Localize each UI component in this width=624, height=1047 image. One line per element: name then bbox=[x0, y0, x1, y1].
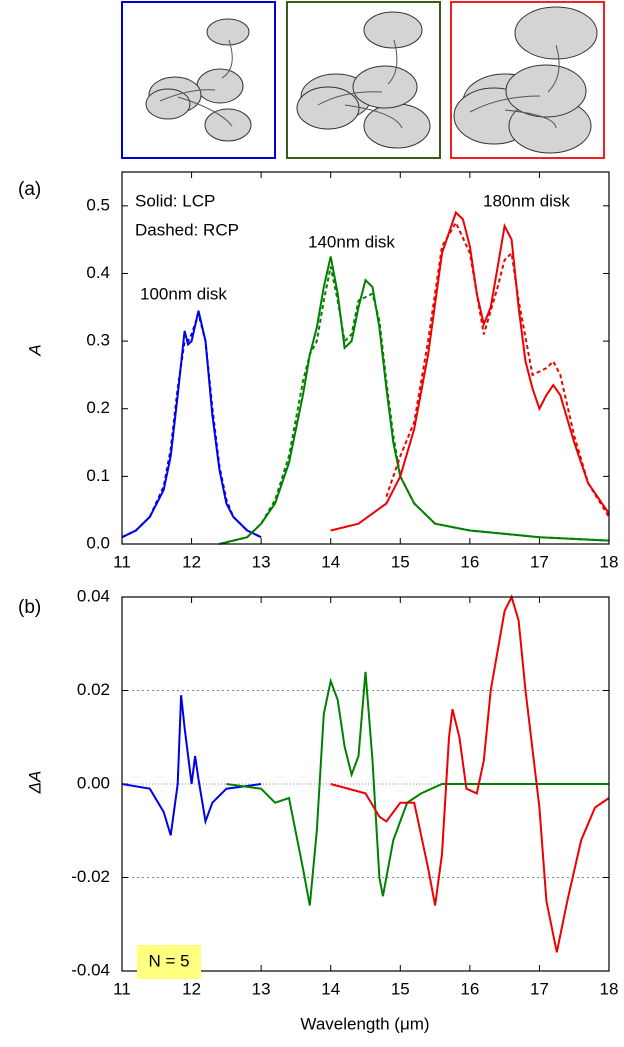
x-tick-label: 17 bbox=[530, 979, 549, 998]
y-tick-label: 0.3 bbox=[86, 331, 110, 350]
series-line bbox=[121, 695, 262, 836]
x-tick-label: 15 bbox=[391, 552, 410, 571]
x-axis-label: Wavelength (μm) bbox=[300, 1014, 429, 1033]
inset-100nm bbox=[121, 1, 276, 159]
x-tick-label: 17 bbox=[530, 552, 549, 571]
series-line bbox=[385, 220, 610, 518]
plot-frame bbox=[121, 596, 610, 972]
inset-140nm bbox=[286, 1, 441, 159]
y-tick-label: -0.04 bbox=[71, 960, 110, 979]
annotation: Dashed: RCP bbox=[135, 220, 239, 239]
y-axis-label: A bbox=[25, 344, 44, 356]
annotation: 100nm disk bbox=[140, 284, 227, 303]
y-tick-label: 0.4 bbox=[86, 263, 110, 282]
x-tick-label: 18 bbox=[600, 979, 619, 998]
panel-label: (a) bbox=[18, 179, 41, 200]
x-tick-label: 14 bbox=[321, 552, 340, 571]
y-tick-label: 0.04 bbox=[77, 586, 110, 605]
annotation-box bbox=[137, 945, 201, 979]
panel-label: (b) bbox=[18, 597, 41, 618]
plot-frame bbox=[121, 171, 610, 545]
series-line bbox=[226, 671, 609, 906]
y-tick-label: 0.02 bbox=[77, 680, 110, 699]
x-tick-label: 13 bbox=[252, 552, 271, 571]
y-tick-label: 0.1 bbox=[86, 466, 110, 485]
series-line bbox=[121, 310, 262, 539]
annotation: 180nm disk bbox=[483, 191, 570, 210]
series-line bbox=[330, 210, 610, 532]
annotation: Solid: LCP bbox=[135, 191, 215, 210]
series-line bbox=[121, 310, 262, 539]
y-tick-label: 0.2 bbox=[86, 398, 110, 417]
x-tick-label: 11 bbox=[113, 979, 131, 998]
x-tick-label: 16 bbox=[460, 979, 479, 998]
y-tick-label: 0.0 bbox=[86, 533, 110, 552]
series-line bbox=[219, 266, 610, 545]
y-tick-label: 0.00 bbox=[77, 773, 110, 792]
y-axis-label: ΔA bbox=[25, 771, 44, 795]
x-tick-label: 15 bbox=[391, 979, 410, 998]
x-tick-label: 13 bbox=[252, 979, 271, 998]
x-tick-label: 14 bbox=[321, 979, 340, 998]
series-line bbox=[219, 256, 610, 545]
annotation: 140nm disk bbox=[308, 232, 395, 251]
x-tick-label: 12 bbox=[182, 979, 201, 998]
series-line bbox=[330, 594, 610, 953]
x-tick-label: 18 bbox=[600, 552, 619, 571]
inset-180nm bbox=[450, 1, 605, 159]
x-tick-label: 16 bbox=[460, 552, 479, 571]
y-tick-label: -0.02 bbox=[71, 867, 110, 886]
x-tick-label: 12 bbox=[182, 552, 201, 571]
y-tick-label: 0.5 bbox=[86, 195, 110, 214]
x-tick-label: 11 bbox=[113, 552, 131, 571]
annotation: N = 5 bbox=[148, 951, 189, 970]
